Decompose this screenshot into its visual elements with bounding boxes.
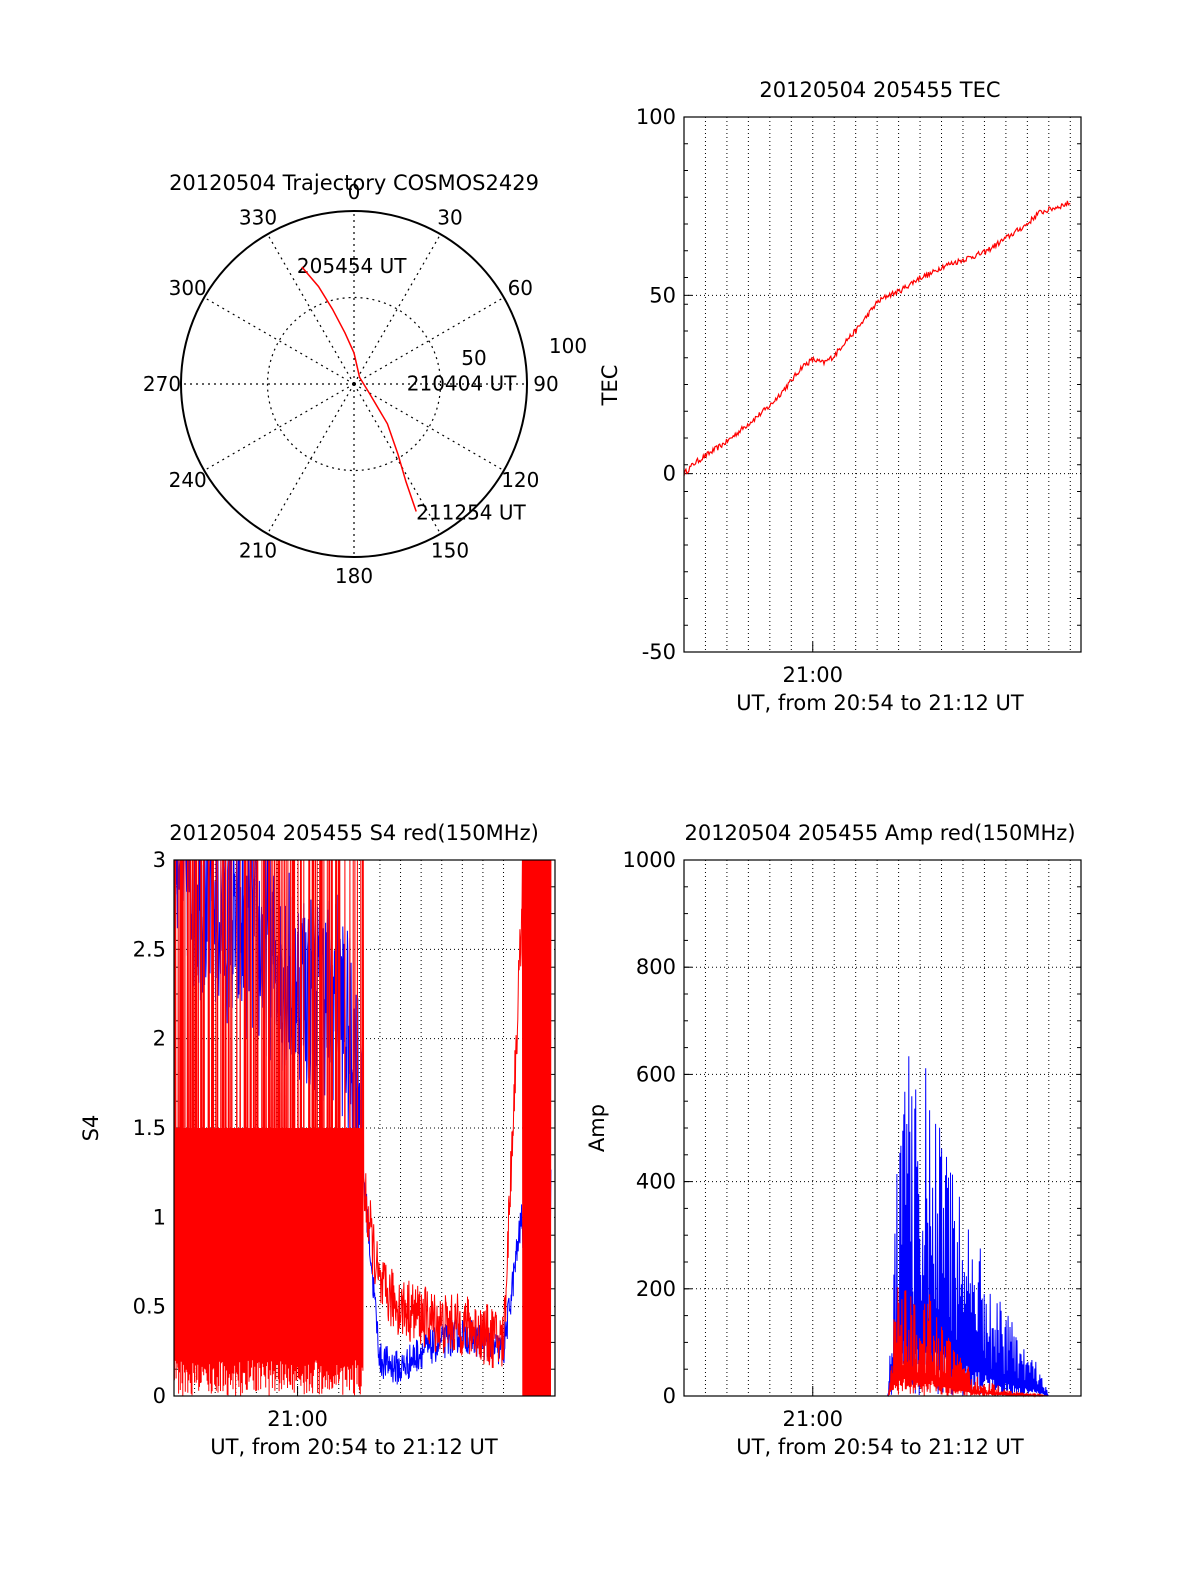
amp-title: 20120504 205455 Amp red(150MHz) [684,821,1075,845]
azimuth-label: 120 [501,468,539,492]
x-tick-label: 21:00 [267,1407,328,1431]
polar-spoke [353,233,442,385]
azimuth-label: 300 [169,276,207,300]
plot-frame [683,859,1082,1397]
s4-ylabel: S4 [79,1115,103,1142]
y-tick-label: 800 [636,955,676,979]
azimuth-label: 270 [143,372,181,396]
trajectory-annotation: 211254 UT [416,501,526,525]
azimuth-label: 210 [239,538,277,562]
x-tick-label: 21:00 [782,663,843,687]
y-tick-label: 2.5 [133,937,166,961]
amp-xlabel: UT, from 20:54 to 21:12 UT [736,1435,1024,1459]
s4-xlabel: UT, from 20:54 to 21:12 UT [210,1435,498,1459]
tec-ylabel: TEC [598,365,622,407]
polar-spoke [353,383,505,472]
polar-spoke [353,296,505,385]
trajectory-chart: 20120504 Trajectory COSMOS2429 0 30 60 90 12… [143,171,587,588]
azimuth-label: 150 [431,538,469,562]
azimuth-label: 0 [348,180,361,204]
polar-spoke [353,383,442,535]
y-tick-label: 1000 [623,848,676,872]
y-tick-label: -50 [642,640,676,664]
azimuth-label: 90 [533,372,558,396]
plot-frame [173,859,556,1397]
x-tick-label: 21:00 [782,1407,843,1431]
azimuth-label: 180 [335,564,373,588]
polar-labels: 0 30 60 90 120 150 180 210 240 270 300 330 50 100 2054… [143,180,587,588]
trajectory-annotation: 210404 UT [407,371,517,395]
polar-spoke [266,233,355,385]
s4-title: 20120504 205455 S4 red(150MHz) [169,821,539,845]
y-tick-label: 0 [663,462,676,486]
tec-xlabel: UT, from 20:54 to 21:12 UT [736,691,1024,715]
y-tick-label: 2 [153,1027,166,1051]
tec-title: 20120504 205455 TEC [759,78,1000,102]
trajectory-title: 20120504 Trajectory COSMOS2429 [169,171,539,195]
trajectory-line [301,266,417,512]
trajectory-annotation: 205454 UT [297,254,407,278]
y-tick-label: 3 [153,848,166,872]
polar-spoke [266,383,355,535]
y-tick-label: 100 [636,105,676,129]
y-tick-label: 1.5 [133,1116,166,1140]
trajectory-track [301,266,417,512]
azimuth-label: 30 [437,206,462,230]
azimuth-label: 330 [239,206,277,230]
y-tick-label: 0 [153,1384,166,1408]
y-tick-label: 600 [636,1062,676,1086]
azimuth-label: 60 [508,276,533,300]
polar-outer-circle [180,210,528,558]
tec-series-line [683,200,1071,477]
polar-grid [180,210,528,558]
tec-chart: 20120504 205455 TEC UT, from 20:54 to 21… [598,78,1082,715]
amp-series-line [684,1056,1081,1398]
azimuth-label: 240 [169,468,207,492]
plot-frame [683,116,1082,653]
y-tick-label: 50 [649,283,676,307]
polar-spoke [203,296,355,385]
polar-ring-50 [266,296,442,472]
y-tick-label: 0.5 [133,1295,166,1319]
radius-label: 50 [461,346,486,370]
radius-label: 100 [549,334,587,358]
y-tick-label: 200 [636,1277,676,1301]
s4-chart: 20120504 205455 S4 red(150MHz) UT, from … [79,821,556,1459]
polar-spoke [203,383,355,472]
y-tick-label: 0 [663,1384,676,1408]
amp-chart: 20120504 205455 Amp red(150MHz) UT, from… [585,821,1082,1459]
y-tick-label: 1 [153,1205,166,1229]
y-tick-label: 400 [636,1170,676,1194]
amp-ylabel: Amp [585,1104,609,1152]
